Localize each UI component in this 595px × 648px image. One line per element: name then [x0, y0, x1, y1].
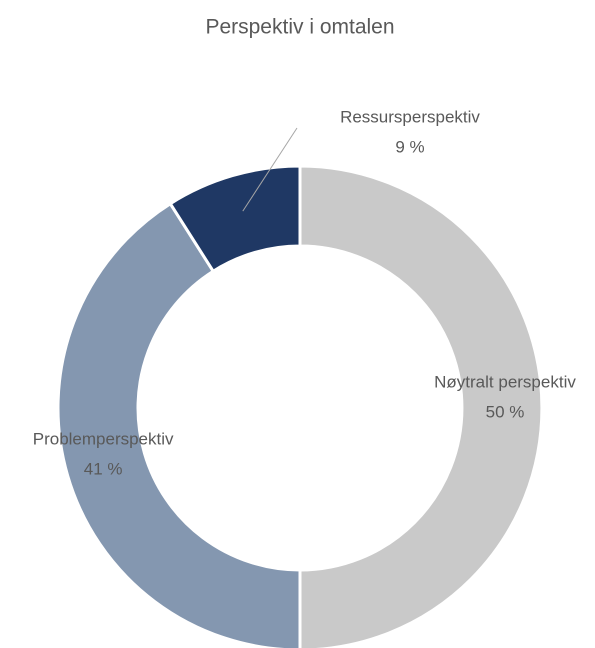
slice-label: Nøytralt perspektiv — [434, 372, 576, 391]
chart-title: Perspektiv i omtalen — [205, 16, 394, 39]
donut-slice — [56, 201, 302, 648]
donut-slice — [298, 164, 544, 648]
slice-label: Problemperspektiv — [33, 430, 174, 449]
leader-line — [242, 127, 298, 212]
slice-value-label: 41 % — [84, 460, 123, 479]
slice-value-label: 50 % — [486, 402, 525, 421]
donut-slice — [168, 164, 302, 274]
slice-value-label: 9 % — [395, 137, 424, 156]
slice-label: Ressursperspektiv — [340, 107, 480, 126]
